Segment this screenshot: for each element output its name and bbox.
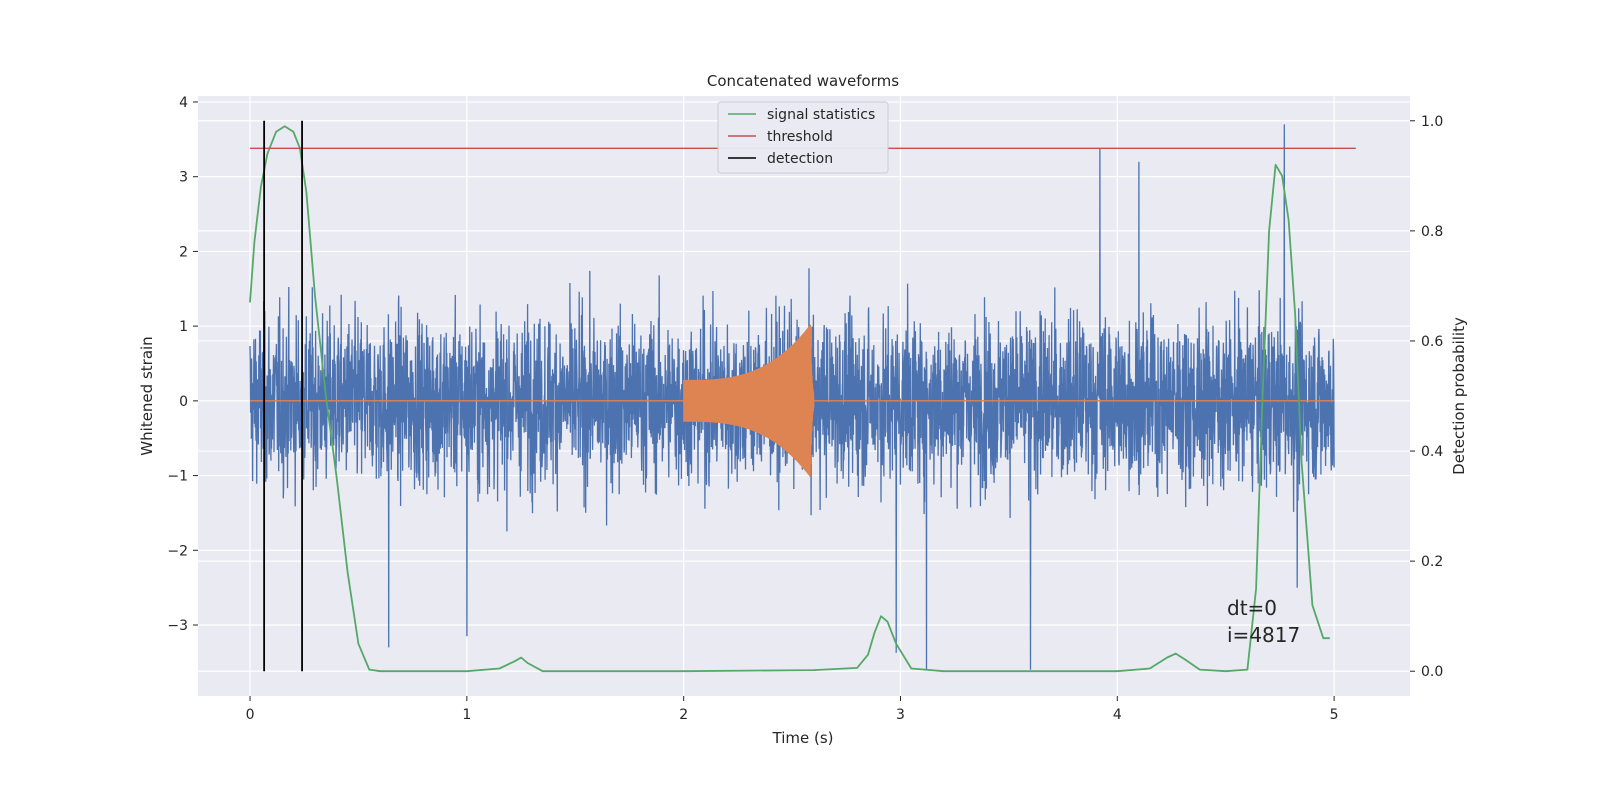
signal-series — [250, 324, 1335, 477]
signal-statistics-line — [249, 125, 1330, 673]
y-right-tick-label: 0.0 — [1421, 664, 1443, 680]
x-tick-label: 0 — [246, 707, 255, 723]
y-right-tick-label: 1.0 — [1421, 114, 1443, 130]
annotation-dt: dt=0 — [1227, 596, 1277, 620]
y-tick-label: −1 — [167, 469, 188, 485]
x-axis-label: Time (s) — [772, 729, 834, 747]
y-right-tick-label: 0.4 — [1421, 444, 1443, 460]
signal-statistics-series — [249, 125, 1330, 673]
y-right-tick-label: 0.2 — [1421, 554, 1443, 570]
x-tick-label: 1 — [462, 707, 471, 723]
y-tick-label: 4 — [179, 95, 188, 111]
x-tick-label: 5 — [1330, 707, 1339, 723]
y-axis-right-label: Detection probability — [1450, 317, 1468, 475]
annotation-i: i=4817 — [1227, 623, 1300, 647]
y-right-tick-label: 0.8 — [1421, 224, 1443, 240]
y-axis-label: Whitened strain — [138, 336, 156, 455]
y-tick-label: −3 — [167, 618, 188, 634]
signal-line — [683, 324, 815, 477]
y-tick-label: 1 — [179, 319, 188, 335]
legend-box — [717, 101, 889, 174]
y-tick-label: 3 — [179, 170, 188, 186]
chart-title: Concatenated waveforms — [707, 72, 899, 90]
y-tick-label: 2 — [179, 244, 188, 260]
ticks: 0 1 2 3 4 5 −3 −2 −1 0 1 2 3 4 0.0 0.2 0.4 0.6 0.8 1.0 — [167, 95, 1443, 723]
x-tick-label: 2 — [679, 707, 688, 723]
legend: signal statistics threshold detection — [717, 101, 889, 174]
x-tick-label: 4 — [1113, 707, 1122, 723]
legend-detection-label: detection — [767, 151, 833, 167]
y-tick-label: −2 — [167, 543, 188, 559]
y-tick-label: 0 — [179, 394, 188, 410]
y-right-tick-label: 0.6 — [1421, 334, 1443, 350]
x-tick-label: 3 — [896, 707, 905, 723]
detection-series — [263, 120, 303, 672]
legend-signal-statistics-label: signal statistics — [767, 107, 875, 123]
legend-threshold-label: threshold — [767, 129, 833, 145]
